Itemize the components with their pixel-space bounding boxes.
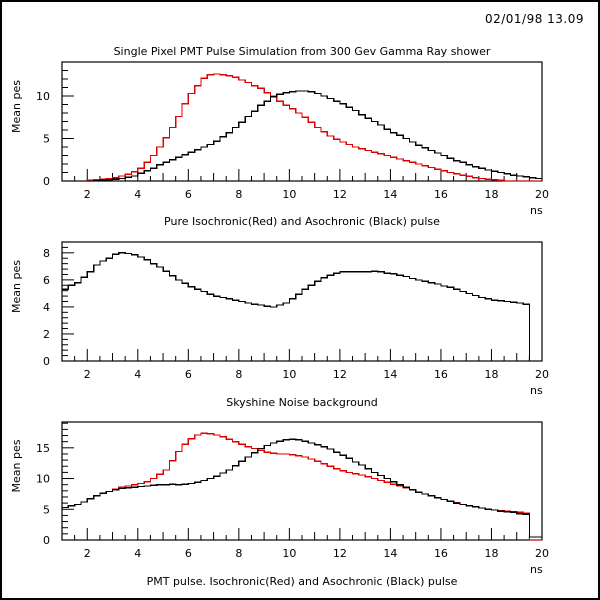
x-tick-label: 18 [484,547,498,560]
y-tick-label: 10 [36,473,50,486]
y-tick-label: 4 [43,301,50,314]
x-tick-label: 12 [333,188,347,201]
x-tick-label: 6 [185,368,192,381]
x-tick-label: 8 [235,368,242,381]
x-tick-label: 10 [282,547,296,560]
x-tick-label: 2 [84,547,91,560]
chart-panel-1: Single Pixel PMT Pulse Simulation from 3… [10,45,549,228]
y-axis-label: Mean pes [10,260,23,313]
series-line-isochronic-red [62,73,542,182]
y-tick-label: 10 [36,90,50,103]
x-tick-label: 2 [84,368,91,381]
x-axis-label: ns [530,204,543,217]
x-tick-label: 4 [134,368,141,381]
x-tick-label: 4 [134,188,141,201]
y-tick-label: 15 [36,442,50,455]
x-tick-label: 8 [235,188,242,201]
y-tick-label: 5 [43,503,50,516]
series-line-skyshine-noise [62,252,542,362]
x-tick-label: 18 [484,368,498,381]
x-tick-label: 6 [185,547,192,560]
x-tick-label: 20 [535,188,549,201]
y-tick-label: 0 [43,534,50,547]
x-tick-label: 12 [333,368,347,381]
chart-caption: PMT pulse. Isochronic(Red) and Asochroni… [147,575,458,588]
x-tick-label: 18 [484,188,498,201]
chart-panel-3: PMT pulse. Isochronic(Red) and Asochroni… [10,421,549,588]
x-axis-label: ns [530,384,543,397]
x-tick-label: 14 [383,368,397,381]
x-tick-label: 10 [282,188,296,201]
x-tick-label: 20 [535,547,549,560]
y-axis-label: Mean pes [10,80,23,133]
x-axis-label: ns [530,563,543,576]
plot-frame [61,241,543,362]
y-tick-label: 0 [43,355,50,368]
x-tick-label: 14 [383,188,397,201]
x-tick-label: 10 [282,368,296,381]
chart-caption: Skyshine Noise background [226,396,378,409]
plot-frame [61,61,543,182]
chart-title: Single Pixel PMT Pulse Simulation from 3… [114,45,491,58]
y-axis-label: Mean pes [10,439,23,492]
series-line-asochronic-black [62,438,542,538]
y-tick-label: 6 [43,274,50,287]
x-tick-label: 2 [84,188,91,201]
x-tick-label: 20 [535,368,549,381]
y-tick-label: 8 [43,247,50,260]
y-tick-label: 0 [43,175,50,188]
timestamp: 02/01/98 13.09 [484,12,584,26]
chart-panel-2: Skyshine Noise background ns Mean pes 2 4 6 8 1… [10,241,549,409]
x-tick-label: 8 [235,547,242,560]
y-tick-label: 5 [43,133,50,146]
x-tick-label: 16 [434,188,448,201]
x-tick-label: 16 [434,368,448,381]
x-tick-label: 6 [185,188,192,201]
y-tick-label: 2 [43,328,50,341]
x-tick-label: 12 [333,547,347,560]
x-tick-label: 4 [134,547,141,560]
chart-caption: Pure Isochronic(Red) and Asochronic (Bla… [164,215,440,228]
x-tick-label: 14 [383,547,397,560]
series-line-asochronic-black [62,90,542,182]
x-tick-label: 16 [434,547,448,560]
